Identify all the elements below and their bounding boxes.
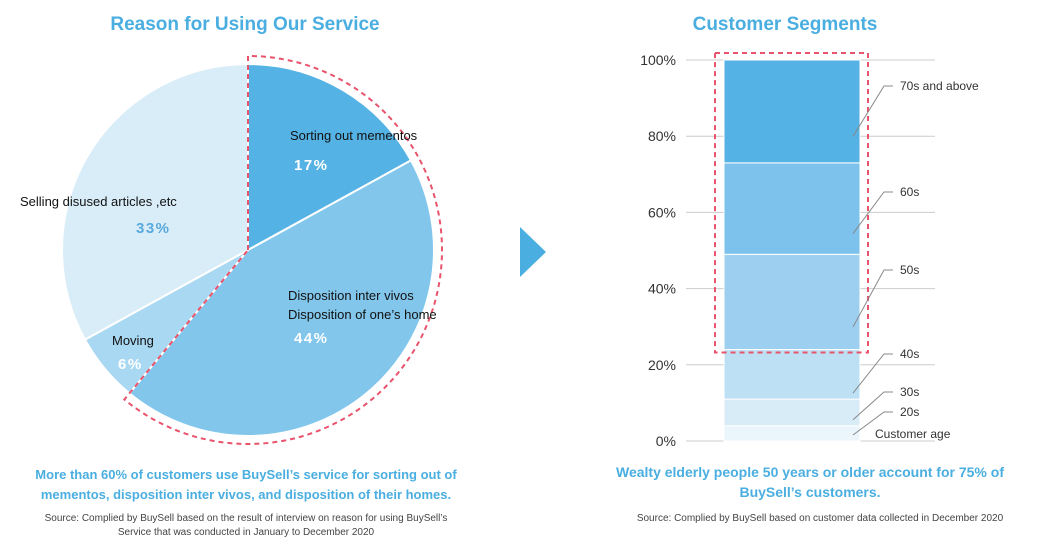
pie-slice-value: 44% — [294, 330, 329, 347]
pie-chart: Sorting out mementos 17% Disposition inter… — [20, 54, 443, 445]
arrow-right-icon — [520, 227, 546, 277]
bar-segment — [723, 59, 861, 164]
segment-label: 30s — [900, 385, 919, 399]
y-tick-label: 80% — [648, 128, 676, 144]
bar-caption-line-2: BuySell’s customers. — [739, 484, 881, 500]
pie-slice-value: 6% — [118, 356, 143, 373]
bar-segment — [723, 398, 861, 427]
bar-highlight-outline — [714, 52, 869, 354]
segment-label: 50s — [900, 263, 919, 277]
pie-chart-title: Reason for Using Our Service — [110, 14, 380, 35]
y-tick-label: 20% — [648, 357, 676, 373]
pie-caption-line-2: mementos, disposition inter vivos, and d… — [40, 487, 452, 502]
bar-caption-line-1: Wealty elderly people 50 years or older … — [616, 464, 1004, 480]
stacked-bar-chart: 0% 20% 40% 60% 80% 100% 20s 30s 40s 50s 60s 70s and… — [640, 52, 979, 449]
leader-line — [852, 411, 893, 436]
pie-slice-value: 17% — [294, 157, 329, 174]
bar-chart-caption: Wealty elderly people 50 years or older … — [580, 462, 1039, 502]
segment-label: 20s — [900, 405, 919, 419]
pie-slice-label: Selling disused articles ,etc — [20, 194, 177, 209]
leader-line — [852, 391, 893, 421]
bar-segment — [723, 425, 861, 442]
pie-caption-line-1: More than 60% of customers use BuySell’s… — [35, 467, 457, 482]
leader-line — [852, 85, 893, 137]
pie-slice — [128, 159, 435, 437]
segment-label: 40s — [900, 347, 919, 361]
pie-source-line-2: Service that was conducted in January to… — [117, 527, 375, 538]
segment-label: 70s and above — [900, 79, 979, 93]
pie-chart-caption: More than 60% of customers use BuySell’s… — [30, 465, 462, 505]
pie-highlight-outline — [122, 54, 443, 445]
bar-segment — [723, 349, 861, 400]
pie-slice-label: Disposition inter vivos — [288, 288, 414, 303]
bar-chart-title: Customer Segments — [692, 14, 878, 35]
pie-slice-value: 33% — [136, 220, 171, 237]
pie-chart-source: Source: Complied by BuySell based on the… — [40, 512, 452, 540]
pie-slice-label: Disposition of one’s home — [288, 307, 437, 322]
pie-source-line-1: Source: Complied by BuySell based on the… — [44, 513, 448, 524]
segment-label: 60s — [900, 185, 919, 199]
leader-line — [852, 191, 893, 234]
y-tick-label: 0% — [656, 433, 676, 449]
y-tick-label: 100% — [640, 52, 676, 68]
leader-line — [852, 269, 893, 328]
legend-title: Customer age — [875, 427, 951, 441]
pie-slice-label: Sorting out mementos — [290, 128, 418, 143]
y-tick-label: 60% — [648, 204, 676, 220]
pie-slice-label: Moving — [112, 333, 154, 348]
pie-slice — [61, 62, 249, 341]
bar-chart-source: Source: Complied by BuySell based on cus… — [636, 513, 1004, 524]
leader-line — [852, 353, 893, 394]
bar-segment — [723, 162, 861, 255]
y-tick-label: 40% — [648, 281, 676, 297]
pie-slice — [247, 62, 413, 252]
bar-segment — [723, 253, 861, 351]
